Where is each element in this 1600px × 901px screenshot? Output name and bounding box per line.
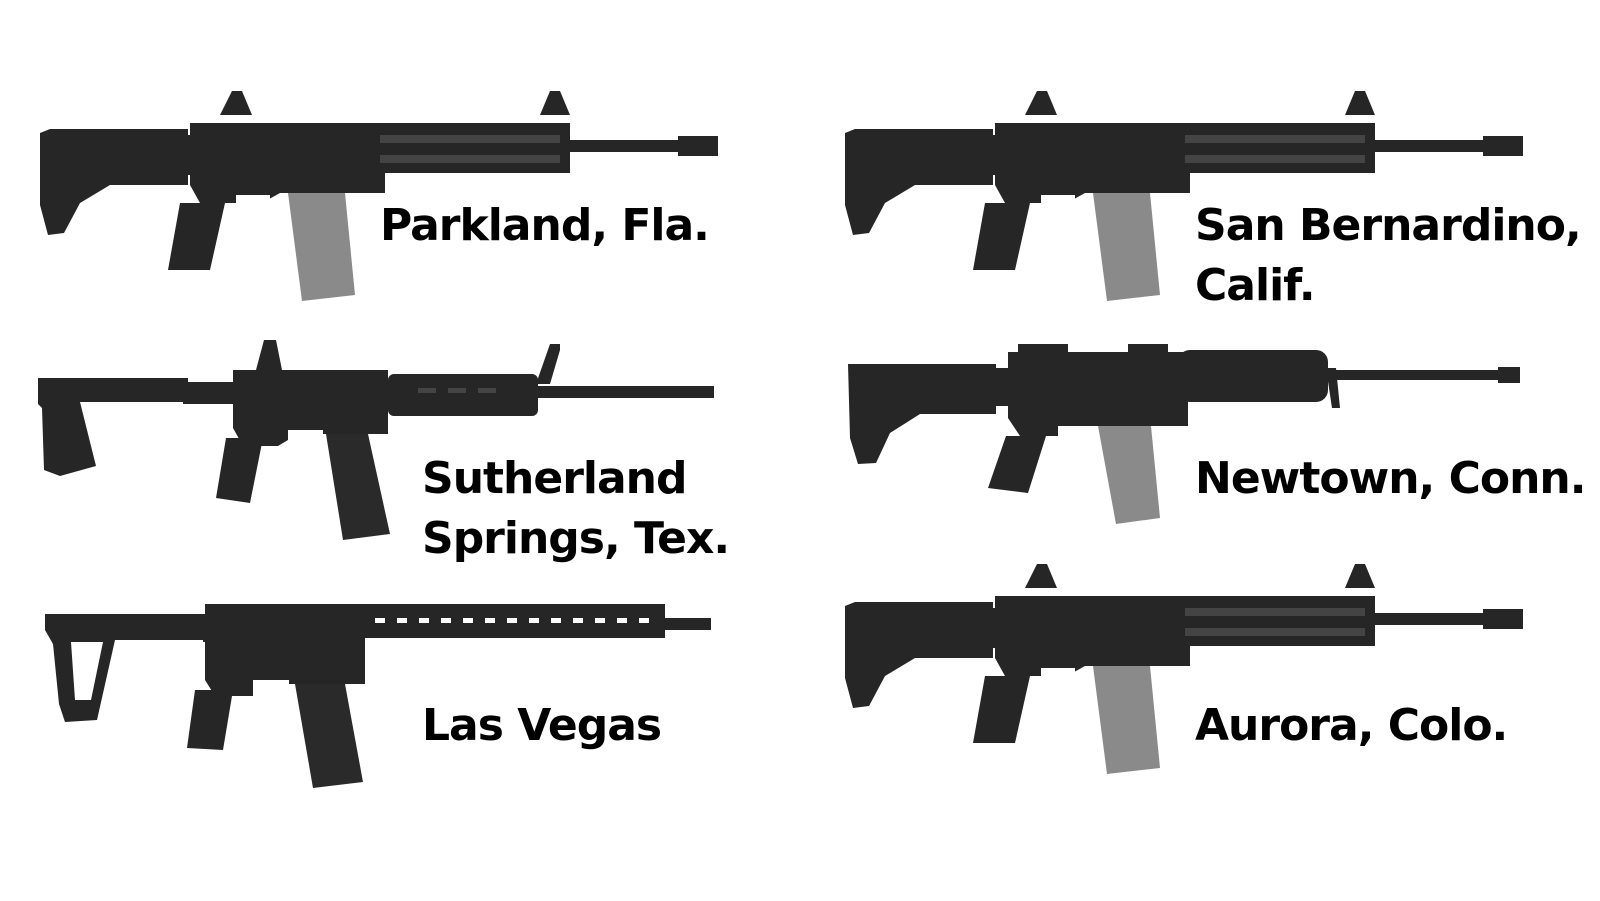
label-sutherland-springs-line-2: Springs, Tex.	[422, 513, 730, 564]
label-sutherland-springs-line-1: Sutherland	[422, 453, 688, 504]
rifle-image-las-vegas	[45, 604, 711, 788]
label-san-bernardino-line-2: Calif.	[1195, 260, 1316, 311]
label-parkland-line-1: Parkland, Fla.	[380, 200, 710, 251]
label-san-bernardino: San Bernardino, Calif.	[1195, 196, 1582, 316]
magazine-aurora	[1093, 666, 1160, 774]
magazine-san-bernardino	[1093, 193, 1160, 301]
label-las-vegas-line-1: Las Vegas	[422, 700, 662, 751]
rifle-image-newtown	[848, 344, 1520, 524]
rifle-image-sutherland-springs	[38, 340, 714, 540]
label-san-bernardino-line-1: San Bernardino,	[1195, 200, 1582, 251]
rifle-image-parkland	[40, 91, 718, 301]
label-aurora: Aurora, Colo.	[1195, 696, 1508, 756]
label-newtown-line-1: Newtown, Conn.	[1195, 453, 1586, 504]
label-sutherland-springs: Sutherland Springs, Tex.	[422, 449, 730, 569]
magazine-sutherland-springs	[326, 434, 390, 540]
label-parkland: Parkland, Fla.	[380, 196, 710, 256]
label-las-vegas: Las Vegas	[422, 696, 662, 756]
label-aurora-line-1: Aurora, Colo.	[1195, 700, 1508, 751]
label-newtown: Newtown, Conn.	[1195, 449, 1586, 509]
magazine-newtown	[1098, 426, 1160, 524]
rifle-image-aurora	[845, 564, 1523, 774]
rifle-image-san-bernardino	[845, 91, 1523, 301]
magazine-parkland	[288, 193, 355, 301]
magazine-las-vegas	[295, 684, 363, 788]
